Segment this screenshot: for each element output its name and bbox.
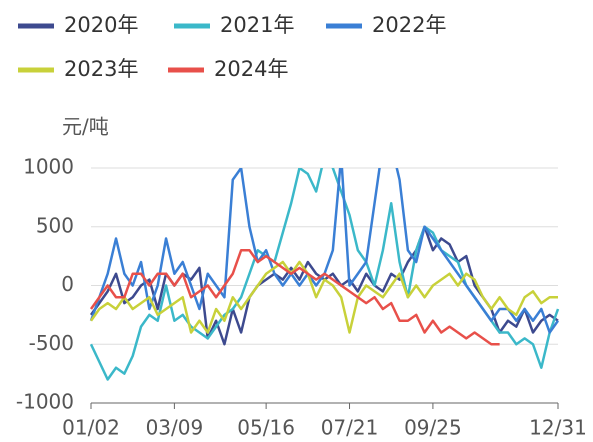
y-axis-label: 元/吨 [62,115,109,139]
x-tick-label: 01/02 [62,416,120,440]
x-tick-label: 12/31 [529,416,587,440]
legend-label: 2022年 [372,13,446,37]
y-tick-label: 500 [36,213,74,237]
y-tick-label: 1000 [23,155,74,179]
x-tick-label: 09/25 [404,416,462,440]
legend: 2020年 2021年 2022年 2023年 2024年 [18,13,446,81]
legend-label: 2023年 [64,57,138,81]
x-tick-label: 03/09 [146,416,204,440]
x-tick-label: 07/21 [321,416,379,440]
legend-label: 2020年 [64,13,138,37]
legend-label: 2024年 [214,57,288,81]
y-tick-label: -1000 [16,390,74,414]
series-line [89,249,500,346]
series-line [89,260,558,334]
y-tick-label: -500 [29,331,74,355]
legend-label: 2021年 [220,13,294,37]
x-tick-label: 05/16 [237,416,295,440]
y-tick-label: 0 [61,272,74,296]
